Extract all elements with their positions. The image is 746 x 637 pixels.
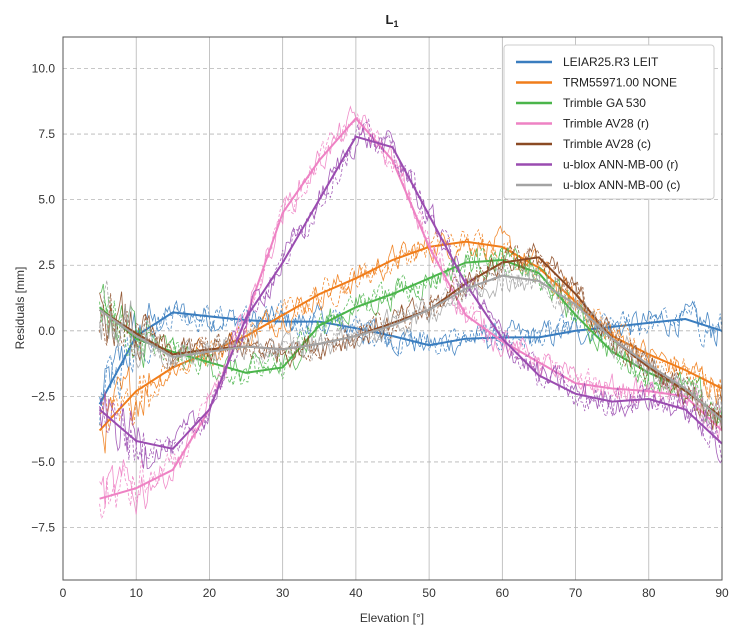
y-axis-ticks: −7.5 −5.0 −2.5 0.0 2.5 5.0 7.5 10.0 [31, 61, 55, 534]
legend-item: Trimble AV28 (c) [516, 137, 651, 151]
y-tick-label: 5.0 [38, 193, 55, 207]
x-tick-label: 40 [349, 586, 363, 600]
x-tick-label: 90 [715, 586, 729, 600]
x-tick-label: 80 [642, 586, 656, 600]
x-tick-label: 20 [203, 586, 217, 600]
legend-label: Trimble AV28 (r) [563, 117, 649, 131]
series-noise-trace [99, 265, 723, 425]
series-noise-trace [99, 118, 723, 463]
chart-title-subscript: 1 [393, 19, 398, 29]
x-tick-label: 50 [422, 586, 436, 600]
x-axis-label: Elevation [°] [360, 611, 424, 625]
chart-title: L1 [386, 12, 399, 29]
series-noise-trace [99, 127, 723, 470]
x-tick-label: 0 [60, 586, 67, 600]
series-noise-trace [99, 299, 723, 407]
legend-item: u-blox ANN-MB-00 (c) [516, 178, 680, 192]
y-axis-label: Residuals [mm] [13, 267, 27, 350]
series-noise-trace [99, 113, 723, 520]
legend-label: u-blox ANN-MB-00 (c) [563, 178, 680, 192]
series-6 [99, 261, 723, 428]
legend-box [503, 44, 715, 200]
legend-label: Trimble AV28 (c) [563, 137, 651, 151]
legend-item: Trimble GA 530 [516, 96, 646, 110]
x-axis-ticks: 0 10 20 30 40 50 60 70 80 90 [60, 586, 729, 600]
legend-label: u-blox ANN-MB-00 (r) [563, 158, 678, 172]
x-tick-label: 70 [569, 586, 583, 600]
y-tick-label: 2.5 [38, 258, 55, 272]
y-tick-label: 7.5 [38, 127, 55, 141]
series-line [98, 311, 723, 405]
legend-item: u-blox ANN-MB-00 (r) [516, 158, 678, 172]
y-tick-label: −2.5 [31, 389, 55, 403]
y-tick-label: −7.5 [31, 521, 55, 535]
series-line [98, 258, 723, 421]
y-tick-label: −5.0 [31, 455, 55, 469]
legend-label: TRM55971.00 NONE [563, 76, 677, 90]
x-tick-label: 60 [496, 586, 510, 600]
legend-item: Trimble AV28 (r) [516, 117, 649, 131]
legend: LEIAR25.R3 LEIT TRM55971.00 NONE Trimble G… [503, 44, 715, 200]
legend-label: LEIAR25.R3 LEIT [563, 55, 659, 69]
legend-item: TRM55971.00 NONE [516, 76, 677, 90]
series-layer [98, 105, 723, 520]
x-tick-label: 30 [276, 586, 290, 600]
plot-frame [62, 36, 723, 581]
series-line [98, 135, 723, 450]
legend-label: Trimble GA 530 [563, 96, 646, 110]
series-noise-trace [99, 105, 723, 515]
y-tick-label: 10.0 [32, 61, 56, 75]
x-tick-label: 10 [130, 586, 144, 600]
series-line [99, 274, 723, 421]
y-tick-label: 0.0 [38, 324, 55, 338]
chart-title-main: L [386, 12, 394, 27]
series-5 [98, 118, 723, 470]
legend-items: LEIAR25.R3 LEIT TRM55971.00 NONE Trimble G… [516, 55, 680, 192]
legend-item: LEIAR25.R3 LEIT [516, 55, 659, 69]
